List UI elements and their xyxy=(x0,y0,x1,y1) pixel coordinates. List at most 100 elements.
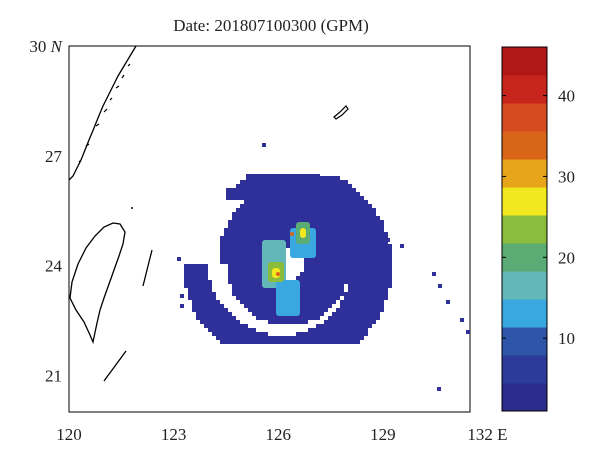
rain-cell xyxy=(232,320,236,324)
rain-cell xyxy=(328,232,332,236)
rain-cell xyxy=(228,328,232,332)
rain-cell xyxy=(332,216,336,220)
rain-cell xyxy=(288,208,292,212)
rain-cell xyxy=(340,228,344,232)
rain-cell xyxy=(304,200,308,204)
rain-cell xyxy=(376,220,380,224)
rain-cell xyxy=(324,264,328,268)
rain-cell xyxy=(356,268,360,272)
rain-cell xyxy=(368,284,372,288)
rain-cell xyxy=(208,324,212,328)
rain-cell xyxy=(344,280,348,284)
rain-cell xyxy=(376,284,380,288)
rain-cell xyxy=(360,220,364,224)
rain-cell xyxy=(340,244,344,248)
rain-cell xyxy=(352,292,356,296)
rain-cell xyxy=(308,216,312,220)
rain-cell xyxy=(236,332,240,336)
rain-cell xyxy=(240,248,244,252)
china-islands xyxy=(78,63,131,163)
rain-cell xyxy=(320,260,324,264)
rain-cell xyxy=(348,252,352,256)
rain-cell xyxy=(332,212,336,216)
rain-cell xyxy=(316,248,320,252)
rain-cell xyxy=(276,320,280,324)
rain-cell xyxy=(240,236,244,240)
rain-cell xyxy=(232,268,236,272)
rain-cell xyxy=(204,284,208,288)
rain-cell xyxy=(324,336,328,340)
rain-cell xyxy=(240,280,244,284)
rain-cell xyxy=(232,324,236,328)
rain-cell xyxy=(320,276,324,280)
rain-cell xyxy=(368,212,372,216)
rain-cell xyxy=(324,236,328,240)
rain-cell xyxy=(220,236,224,240)
rain-cell xyxy=(252,272,256,276)
rain-cell xyxy=(320,332,324,336)
rain-cell xyxy=(360,272,364,276)
rain-cell xyxy=(316,208,320,212)
rain-cell-scattered xyxy=(438,284,442,288)
rain-cell xyxy=(360,268,364,272)
rain-cell xyxy=(352,284,356,288)
rain-cell xyxy=(380,220,384,224)
rain-cell xyxy=(184,284,188,288)
rain-cell xyxy=(244,324,248,328)
rain-cell xyxy=(216,312,220,316)
rain-cell xyxy=(364,300,368,304)
rain-cell xyxy=(272,304,276,308)
rain-cell xyxy=(360,248,364,252)
rain-cell xyxy=(240,184,244,188)
colorbar-swatch xyxy=(502,243,547,272)
rain-cell xyxy=(344,200,348,204)
rain-cell xyxy=(268,288,272,292)
rain-cell xyxy=(348,340,352,344)
rain-cell xyxy=(364,260,368,264)
rain-cell xyxy=(252,208,256,212)
rain-cell xyxy=(236,212,240,216)
rain-cell xyxy=(316,304,320,308)
rain-cell xyxy=(212,328,216,332)
rain-cell xyxy=(372,208,376,212)
convective-core xyxy=(290,232,294,236)
rain-cell xyxy=(344,228,348,232)
rain-cell xyxy=(352,308,356,312)
rain-cell xyxy=(344,236,348,240)
rain-cell xyxy=(240,252,244,256)
rain-cell xyxy=(244,340,248,344)
rain-cell xyxy=(324,244,328,248)
rain-cell xyxy=(340,304,344,308)
rain-cell xyxy=(372,276,376,280)
rain-cell xyxy=(300,296,304,300)
rain-cell xyxy=(208,280,212,284)
rain-cell xyxy=(364,232,368,236)
rain-cell xyxy=(220,244,224,248)
rain-band-north xyxy=(246,174,320,188)
rain-cell xyxy=(248,244,252,248)
rain-cell xyxy=(192,308,196,312)
rain-cell xyxy=(332,328,336,332)
rain-cell xyxy=(288,228,292,232)
rain-cell xyxy=(208,292,212,296)
rain-cell xyxy=(184,264,188,268)
rain-cell xyxy=(364,204,368,208)
rain-cell xyxy=(344,252,348,256)
rain-cell xyxy=(292,216,296,220)
rain-cell xyxy=(360,332,364,336)
colorbar-swatch xyxy=(502,327,547,356)
rain-cell xyxy=(248,276,252,280)
rain-cell xyxy=(316,200,320,204)
rain-cell xyxy=(340,200,344,204)
rain-cell xyxy=(320,224,324,228)
rain-cell xyxy=(248,224,252,228)
rain-cell xyxy=(352,216,356,220)
rain-cell xyxy=(276,232,280,236)
rain-cell xyxy=(316,228,320,232)
rain-cell xyxy=(352,200,356,204)
x-tick-label: 123 xyxy=(161,425,187,444)
rain-cell xyxy=(380,308,384,312)
rain-cell xyxy=(376,276,380,280)
colorbar-swatch xyxy=(502,187,547,216)
